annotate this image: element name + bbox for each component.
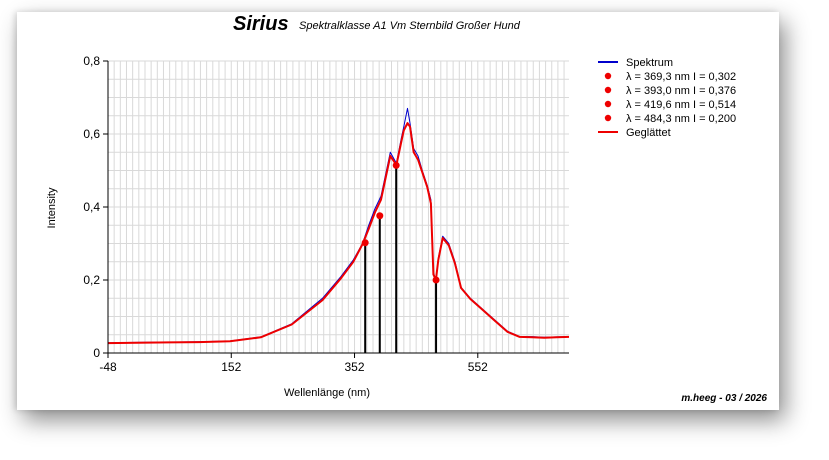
legend-swatch-dot xyxy=(604,100,612,108)
legend-label: Geglättet xyxy=(626,127,671,139)
series-layer xyxy=(107,107,570,345)
x-tick-label: 152 xyxy=(221,360,241,374)
y-tick-label: 0,2 xyxy=(83,273,100,287)
chart-card: 0 0,2 0,4 0,6 0,8 -48 152 352 552 Spektrum λ = 36… xyxy=(17,12,779,410)
legend-label: λ = 393,0 nm I = 0,376 xyxy=(626,85,736,97)
marker-point-2 xyxy=(376,212,384,220)
y-tick-label: 0 xyxy=(93,346,100,360)
spectrum-chart: 0 0,2 0,4 0,6 0,8 -48 152 352 552 Spektrum λ = 36… xyxy=(46,13,767,404)
legend-label: λ = 419,6 nm I = 0,514 xyxy=(626,99,736,111)
legend-label: λ = 484,3 nm I = 0,200 xyxy=(626,113,736,125)
legend-label: λ = 369,3 nm I = 0,302 xyxy=(626,71,736,83)
x-axis-label: Wellenlänge (nm) xyxy=(284,387,370,399)
y-tick-label: 0,6 xyxy=(83,127,100,141)
series-line-geglaettet xyxy=(107,122,570,345)
chart-title: Sirius xyxy=(233,13,289,35)
x-tick-label: 552 xyxy=(468,360,488,374)
legend: Spektrum λ = 369,3 nm I = 0,302 λ = 393,0 … xyxy=(598,57,736,139)
marker-point-1 xyxy=(361,239,369,247)
legend-swatch-dot xyxy=(604,86,612,94)
legend-swatch-dot xyxy=(604,72,612,80)
grid xyxy=(107,60,569,354)
marker-layer xyxy=(361,161,440,353)
x-tick-label: 352 xyxy=(345,360,365,374)
marker-point-3 xyxy=(392,161,400,169)
legend-label: Spektrum xyxy=(626,57,673,69)
axes: 0 0,2 0,4 0,6 0,8 -48 152 352 552 xyxy=(83,54,569,374)
credit-text: m.heeg - 03 / 2026 xyxy=(681,393,767,404)
chart-subtitle: Spektralklasse A1 Vm Sternbild Großer Hu… xyxy=(299,20,521,32)
y-tick-label: 0,8 xyxy=(83,54,100,68)
y-tick-label: 0,4 xyxy=(83,200,100,214)
legend-swatch-dot xyxy=(604,114,612,122)
y-axis-label: Intensity xyxy=(46,187,58,228)
x-tick-label: -48 xyxy=(99,360,117,374)
marker-point-4 xyxy=(432,276,440,284)
